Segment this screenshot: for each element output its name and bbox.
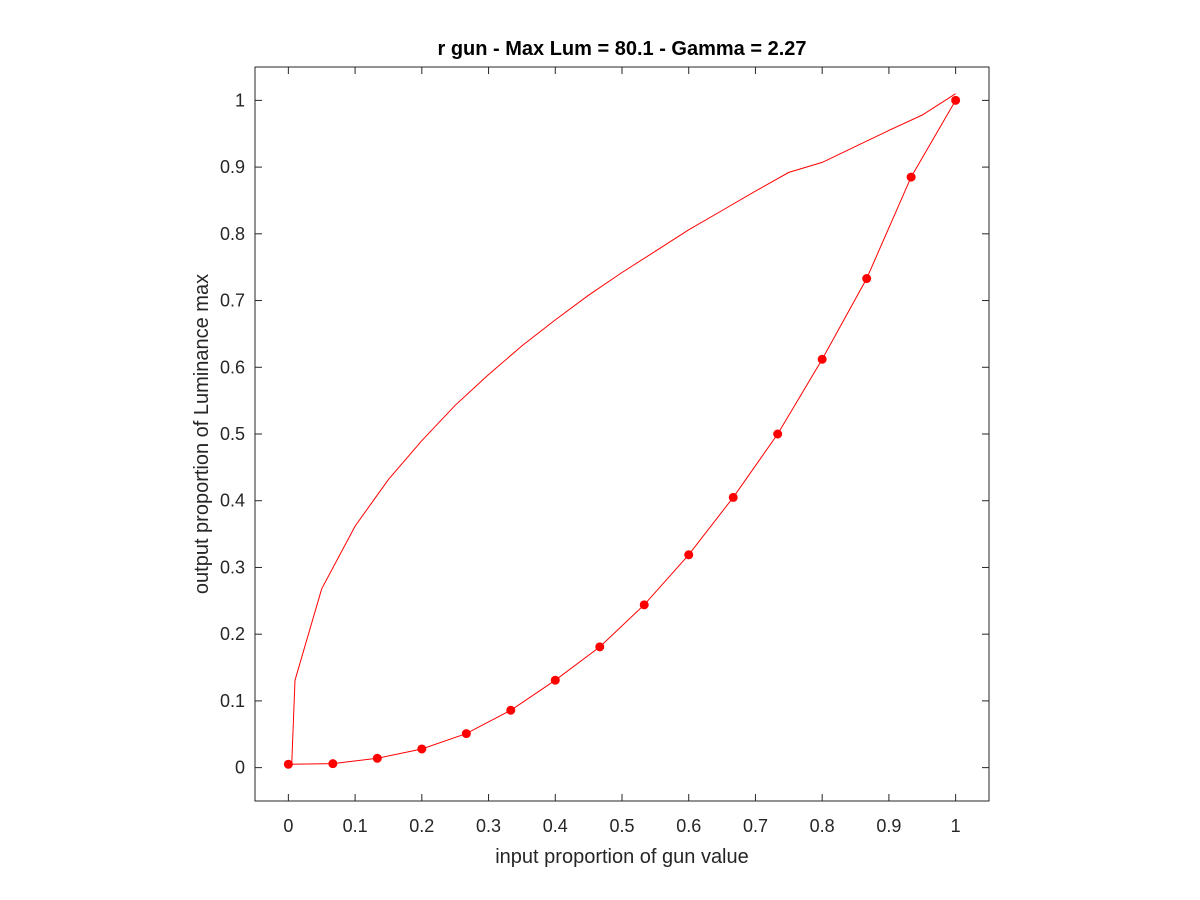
- y-tick-label: 0.6: [220, 357, 245, 377]
- series-layer: [283, 93, 961, 769]
- x-tick-label: 0.4: [543, 816, 568, 836]
- series-0-point: [283, 759, 293, 769]
- series-1-line: [291, 93, 956, 766]
- y-axis-ticks: 0 0.1 0.2 0.3 0.4 0.5 0.6 0.7 0.8 0.9 1: [220, 90, 989, 778]
- series-0-point: [372, 753, 382, 763]
- series-0-point: [417, 744, 427, 754]
- series-0-point: [906, 172, 916, 182]
- chart-title: r gun - Max Lum = 80.1 - Gamma = 2.27: [437, 38, 806, 60]
- x-tick-label: 0.6: [676, 816, 701, 836]
- y-tick-label: 1: [235, 90, 245, 110]
- x-tick-label: 0.7: [743, 816, 768, 836]
- y-axis-label: output proportion of Luminance max: [191, 274, 213, 594]
- x-tick-label: 0.2: [409, 816, 434, 836]
- y-tick-label: 0.3: [220, 557, 245, 577]
- series-0-point: [506, 705, 516, 715]
- y-tick-label: 0.7: [220, 291, 245, 311]
- y-tick-label: 0.2: [220, 624, 245, 644]
- y-tick-label: 0.5: [220, 424, 245, 444]
- series-0-point: [684, 550, 694, 560]
- series-0-line: [288, 100, 957, 765]
- x-tick-label: 0.9: [876, 816, 901, 836]
- series-0-point: [728, 492, 738, 502]
- x-axis-label: input proportion of gun value: [495, 846, 749, 868]
- series-0-point: [639, 600, 649, 610]
- x-tick-label: 0.1: [343, 816, 368, 836]
- series-0-point: [773, 429, 783, 439]
- x-tick-label: 0.5: [609, 816, 634, 836]
- y-tick-label: 0.8: [220, 224, 245, 244]
- y-tick-label: 0.4: [220, 491, 245, 511]
- plot-area: [254, 66, 990, 802]
- series-0-point: [328, 759, 338, 769]
- y-tick-label: 0.1: [220, 691, 245, 711]
- x-tick-label: 0.3: [476, 816, 501, 836]
- x-tick-label: 1: [951, 816, 961, 836]
- x-tick-label: 0.8: [810, 816, 835, 836]
- y-tick-label: 0.9: [220, 157, 245, 177]
- series-0-point: [951, 95, 961, 105]
- series-0-point: [595, 642, 605, 652]
- series-0-point: [461, 729, 471, 739]
- y-tick-label: 0: [235, 758, 245, 778]
- series-0-point: [862, 274, 872, 284]
- series-0-point: [817, 354, 827, 364]
- series-0-point: [550, 675, 560, 685]
- x-tick-label: 0: [283, 816, 293, 836]
- x-axis-ticks: 0 0.1 0.2 0.3 0.4 0.5 0.6 0.7 0.8 0.9 1: [283, 67, 961, 836]
